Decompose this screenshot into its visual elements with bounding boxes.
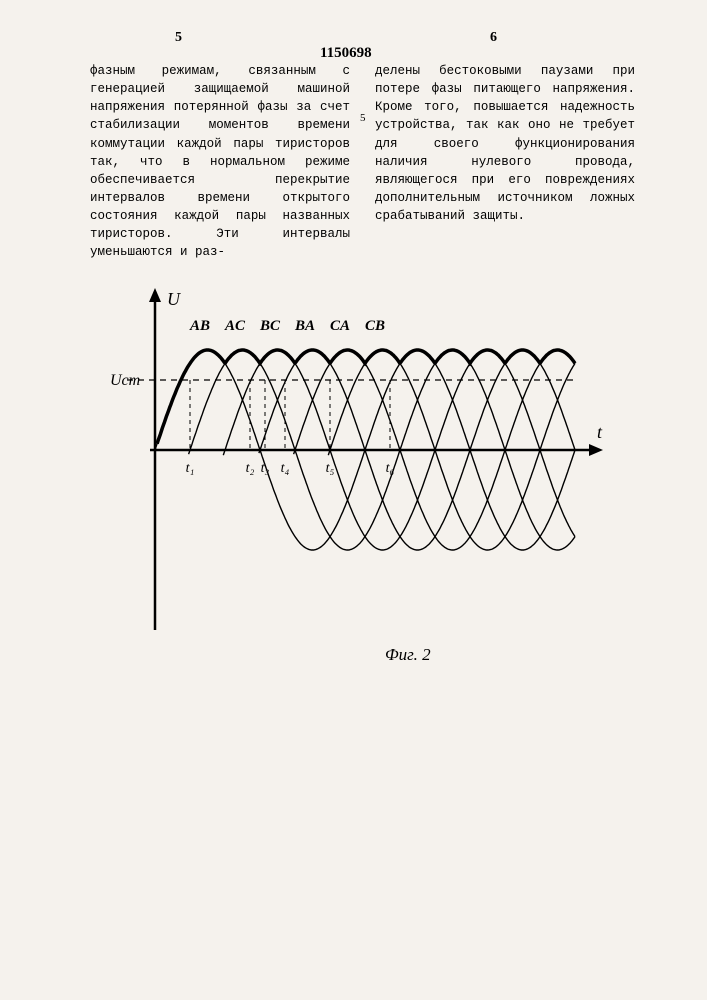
page-number-right: 6 <box>490 30 497 46</box>
svg-text:BA: BA <box>294 318 315 334</box>
svg-text:t₂: t₂ <box>246 461 255 476</box>
svg-text:Uст: Uст <box>110 372 140 389</box>
column-left: фазным режимам, связанным с генерацией з… <box>90 62 350 261</box>
column-right: делены бестоковыми паузами при потере фа… <box>375 62 635 225</box>
svg-text:U: U <box>167 289 181 309</box>
svg-text:AC: AC <box>224 318 246 334</box>
svg-text:AB: AB <box>189 318 210 334</box>
line-number-5: 5 <box>360 112 366 124</box>
waveform-diagram: Ut Uст AB AC BC BA CA CB t₁ t₂ t₃ t₄ t₅ t₆ Фиг. 2 <box>95 270 615 690</box>
svg-text:t₃: t₃ <box>261 461 270 476</box>
svg-text:t₅: t₅ <box>326 461 335 476</box>
svg-text:CA: CA <box>330 318 350 334</box>
svg-text:BC: BC <box>259 318 281 334</box>
svg-text:t: t <box>597 422 603 442</box>
document-number: 1150698 <box>320 45 372 62</box>
svg-text:t₁: t₁ <box>186 461 195 476</box>
svg-text:t₄: t₄ <box>281 461 290 476</box>
svg-text:Фиг. 2: Фиг. 2 <box>385 645 431 664</box>
figure-2: Ut Uст AB AC BC BA CA CB t₁ t₂ t₃ t₄ t₅ t₆ Фиг. 2 <box>95 270 615 690</box>
svg-text:t₆: t₆ <box>386 461 395 476</box>
page-number-left: 5 <box>175 30 182 46</box>
svg-text:CB: CB <box>365 318 385 334</box>
